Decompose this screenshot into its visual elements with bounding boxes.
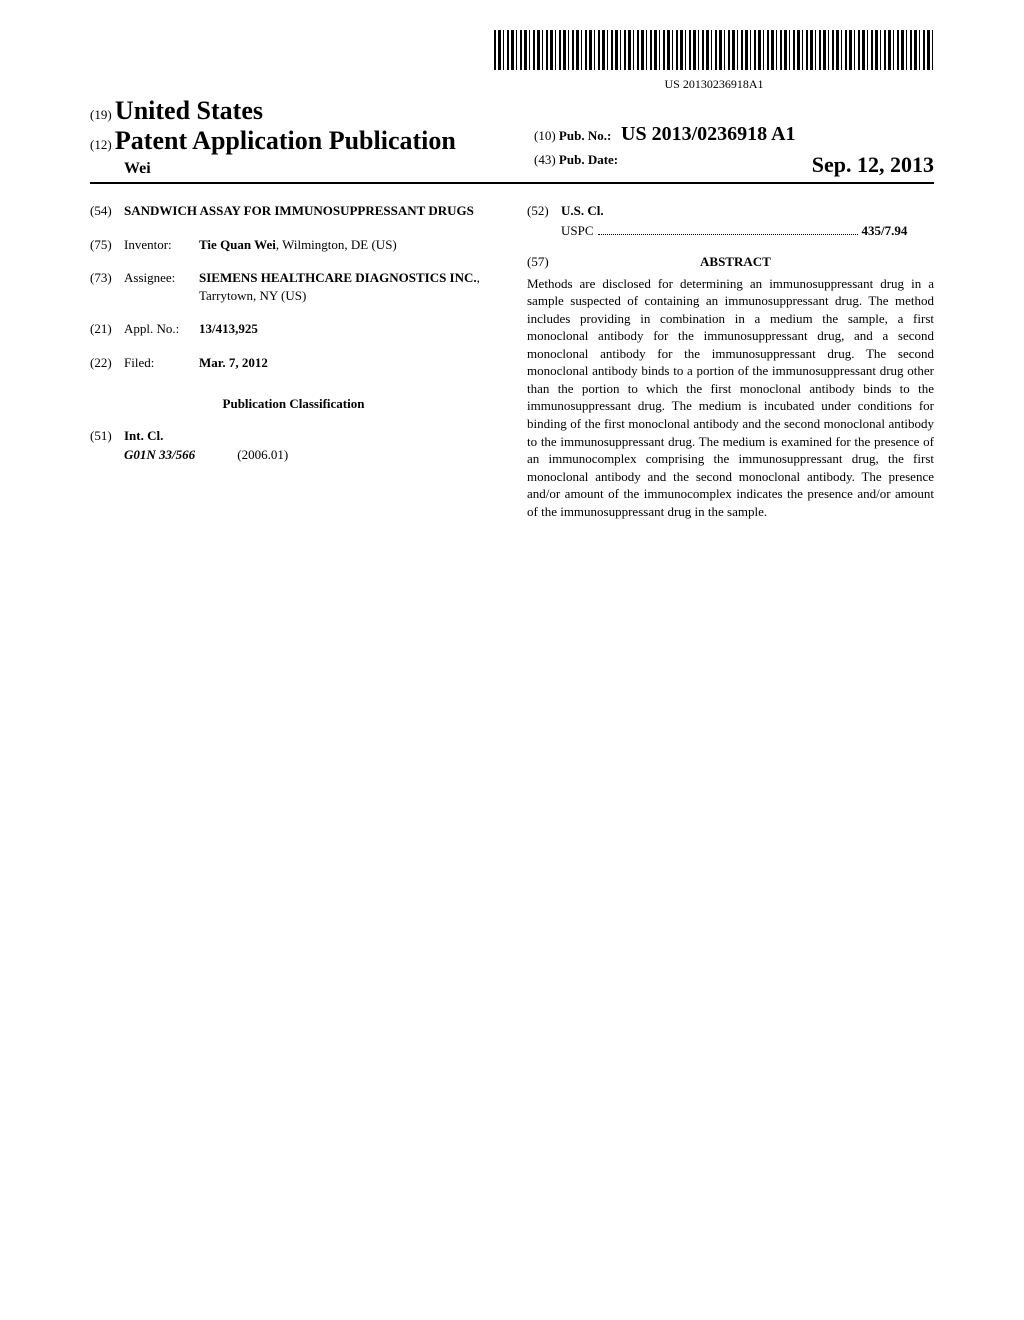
doc-type: Patent Application Publication: [115, 126, 456, 155]
pub-no: US 2013/0236918 A1: [621, 123, 795, 145]
barcode-graphic: [494, 30, 934, 70]
barcode-area: US 20130236918A1: [90, 30, 934, 92]
inventor-label: Inventor:: [124, 236, 199, 254]
abstract-heading: ABSTRACT: [552, 253, 919, 271]
title-code: (54): [90, 202, 124, 220]
header-right: (10) Pub. No.: US 2013/0236918 A1 (43) P…: [534, 123, 934, 178]
columns: (54) SANDWICH ASSAY FOR IMMUNOSUPPRESSAN…: [90, 202, 934, 520]
appl-no: 13/413,925: [199, 320, 497, 338]
doc-type-code: (12): [90, 137, 112, 152]
country-code: (19): [90, 107, 112, 122]
pub-date-label: Pub. Date:: [559, 152, 618, 167]
assignee-label: Assignee:: [124, 269, 199, 304]
abstract-text: Methods are disclosed for determining an…: [527, 275, 934, 521]
assignee-code: (73): [90, 269, 124, 304]
intcl-val: G01N 33/566: [124, 446, 234, 464]
right-column: (52) U.S. Cl. USPC 435/7.94 (57) ABSTRAC…: [527, 202, 934, 520]
uspc-val: 435/7.94: [862, 222, 908, 240]
uspc-label: USPC: [561, 222, 594, 240]
intcl-date: (2006.01): [237, 447, 288, 462]
barcode-text: US 20130236918A1: [494, 77, 934, 92]
country: United States: [115, 96, 263, 125]
pub-no-label: Pub. No.:: [559, 128, 611, 143]
header-left: (19) United States (12) Patent Applicati…: [90, 96, 456, 178]
header-row: (19) United States (12) Patent Applicati…: [90, 96, 934, 184]
appl-label: Appl. No.:: [124, 320, 199, 338]
appl-code: (21): [90, 320, 124, 338]
filed-label: Filed:: [124, 354, 199, 372]
filed-code: (22): [90, 354, 124, 372]
filed-date: Mar. 7, 2012: [199, 354, 497, 372]
inventor-name: Tie Quan Wei: [199, 237, 276, 252]
inventor-code: (75): [90, 236, 124, 254]
abstract-code: (57): [527, 254, 549, 269]
assignee-name: SIEMENS HEALTHCARE DIAGNOSTICS INC.: [199, 270, 477, 285]
pub-date-code: (43): [534, 152, 556, 167]
left-column: (54) SANDWICH ASSAY FOR IMMUNOSUPPRESSAN…: [90, 202, 497, 520]
pub-no-code: (10): [534, 128, 556, 143]
uscl-label: U.S. Cl.: [561, 202, 934, 220]
uscl-code: (52): [527, 202, 561, 220]
pub-date: Sep. 12, 2013: [812, 152, 934, 178]
inventor-header: Wei: [124, 160, 456, 178]
pub-class-heading: Publication Classification: [90, 395, 497, 413]
inventor-loc: , Wilmington, DE (US): [276, 237, 397, 252]
intcl-code: (51): [90, 427, 124, 445]
dotted-line: [598, 234, 858, 235]
intcl-label: Int. Cl.: [124, 427, 497, 445]
title: SANDWICH ASSAY FOR IMMUNOSUPPRESSANT DRU…: [124, 202, 497, 220]
